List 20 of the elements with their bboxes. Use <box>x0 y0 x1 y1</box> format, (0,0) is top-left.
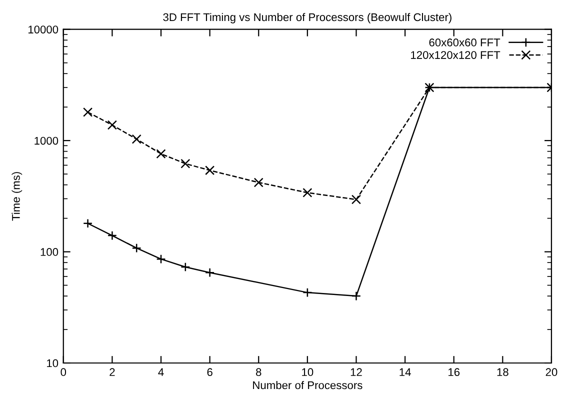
y-tick-label: 1000 <box>34 136 58 145</box>
x-axis-title: Number of Processors <box>253 381 362 390</box>
x-tick-label: 12 <box>350 368 362 376</box>
x-tick-label: 18 <box>497 368 508 376</box>
x-tick-label: 0 <box>60 368 66 376</box>
legend-label: 120x120x120 FFT <box>411 51 500 59</box>
y-tick-label: 100 <box>40 248 58 256</box>
y-axis-title: Time (ms) <box>12 172 22 221</box>
x-tick-label: 16 <box>448 368 460 376</box>
x-tick-label: 4 <box>158 368 164 376</box>
x-tick-label: 6 <box>207 368 212 376</box>
legend-label: 60x60x60 FFT <box>429 38 500 46</box>
y-tick-label: 10 <box>47 359 58 368</box>
x-tick-label: 14 <box>400 368 411 376</box>
x-tick-label: 20 <box>546 368 558 376</box>
x-tick-label: 2 <box>110 368 115 376</box>
chart-title: 3D FFT Timing vs Number of Processors (Beowulf Cluster) <box>163 12 452 24</box>
x-tick-label: 10 <box>302 368 314 376</box>
x-tick-label: 8 <box>256 368 262 376</box>
y-tick-label: 10000 <box>28 26 58 34</box>
